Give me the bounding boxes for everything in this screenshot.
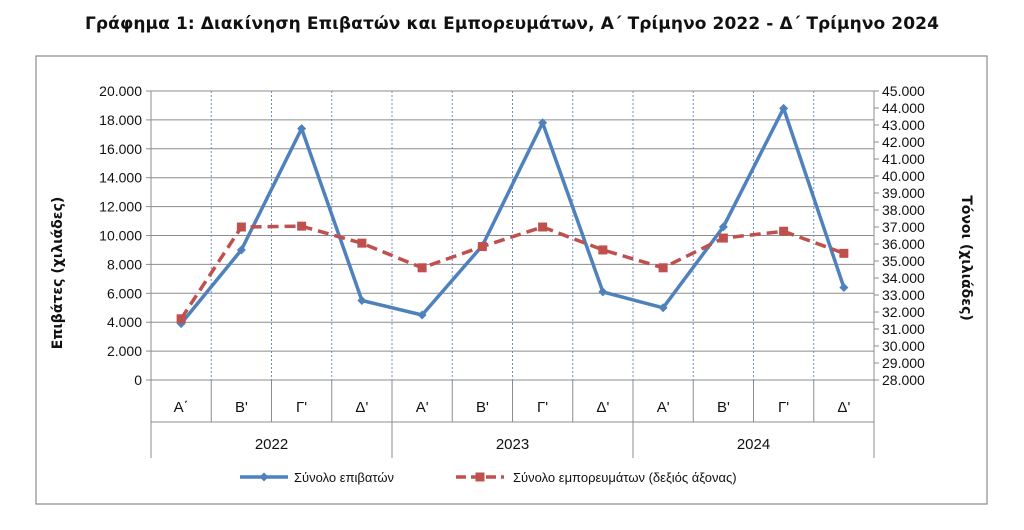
y-left-tick-label: 12.000	[99, 199, 142, 215]
category-label: Α'	[657, 399, 670, 416]
series-marker-2	[598, 245, 608, 255]
year-label: 2022	[255, 436, 288, 453]
year-label: 2024	[737, 436, 770, 453]
legend-swatch-marker	[475, 472, 485, 482]
y-right-tick-label: 42.000	[882, 134, 925, 150]
y-left-tick-label: 10.000	[99, 228, 142, 244]
category-label: Β'	[235, 399, 248, 416]
series-line-1	[179, 106, 846, 325]
y-left-tick-label: 0	[134, 372, 142, 388]
legend-swatch-marker	[259, 472, 269, 482]
y-left-tick-label: 20.000	[99, 83, 142, 99]
y-axis-right-title: Τόνοι (χιλιάδες)	[958, 195, 974, 321]
y-right-tick-label: 29.000	[882, 355, 925, 371]
y-right-tick-label: 39.000	[882, 185, 925, 201]
series-marker-1	[357, 296, 367, 306]
category-label: Α΄	[174, 399, 189, 416]
series-marker-2	[839, 248, 849, 258]
series-marker-1	[779, 103, 789, 113]
series-marker-1	[297, 124, 307, 134]
series-marker-2	[779, 226, 789, 236]
series-line-2	[179, 224, 845, 320]
y-axis-right-ticks: 28.00029.00030.00031.00032.00033.00034.0…	[874, 83, 925, 388]
y-right-tick-label: 37.000	[882, 219, 925, 235]
series-marker-2	[297, 221, 307, 231]
y-right-tick-label: 45.000	[882, 83, 925, 99]
category-axis: Α΄ Β' Γ' Δ' Α' Β' Γ' Δ' Α' Β' Γ' Δ' 2022 2023 2024	[150, 380, 875, 458]
y-right-tick-label: 36.000	[882, 236, 925, 252]
y-right-tick-label: 33.000	[882, 287, 925, 303]
y-right-tick-label: 35.000	[882, 253, 925, 269]
category-label: Γ'	[778, 399, 789, 416]
legend-label: Σύνολο επιβατών	[294, 470, 394, 485]
series-marker-2	[658, 263, 668, 273]
y-axis-left-title: Επιβάτες (χιλιάδες)	[50, 197, 66, 350]
series-marker-2	[357, 238, 367, 248]
series-marker-2	[236, 222, 246, 232]
series-marker-2	[538, 222, 548, 232]
y-right-tick-label: 44.000	[882, 100, 925, 116]
y-right-tick-label: 28.000	[882, 372, 925, 388]
y-right-tick-label: 40.000	[882, 168, 925, 184]
series-marker-1	[417, 310, 427, 320]
legend: Σύνολο επιβατών Σύνολο εμπορευμάτων (δεξι…	[240, 470, 737, 485]
y-left-tick-label: 18.000	[99, 112, 142, 128]
category-label: Δ'	[837, 399, 850, 416]
category-label: Β'	[476, 399, 489, 416]
y-right-tick-label: 32.000	[882, 304, 925, 320]
series-marker-1	[839, 283, 849, 293]
series-marker-1	[658, 303, 668, 313]
y-right-tick-label: 43.000	[882, 117, 925, 133]
y-right-tick-label: 41.000	[882, 151, 925, 167]
series-lines	[176, 103, 849, 329]
category-label: Γ'	[537, 399, 548, 416]
category-label: Γ'	[296, 399, 307, 416]
series-marker-2	[417, 263, 427, 273]
series-marker-1	[598, 287, 608, 297]
series-marker-1	[236, 245, 246, 255]
category-label: Α'	[416, 399, 429, 416]
series-marker-2	[477, 242, 487, 252]
chart-title: Γράφημα 1: Διακίνηση Επιβατών και Εμπορε…	[84, 14, 940, 34]
chart-border	[35, 55, 988, 505]
category-label: Δ'	[596, 399, 609, 416]
category-label: Δ'	[355, 399, 368, 416]
y-axis-left-ticks: 0 2.000 4.000 6.000 8.000 10.000 12.000 14.000 1…	[99, 83, 151, 388]
y-left-tick-label: 4.000	[107, 314, 142, 330]
y-right-tick-label: 30.000	[882, 338, 925, 354]
y-left-tick-label: 8.000	[107, 256, 142, 272]
series-marker-1	[538, 118, 548, 128]
series-marker-2	[176, 314, 186, 324]
y-right-tick-label: 38.000	[882, 202, 925, 218]
y-left-tick-label: 14.000	[99, 170, 142, 186]
y-right-tick-label: 34.000	[882, 270, 925, 286]
legend-label: Σύνολο εμπορευμάτων (δεξιός άξονας)	[513, 470, 737, 485]
category-separators	[210, 91, 815, 380]
category-label: Β'	[717, 399, 730, 416]
series-marker-2	[718, 233, 728, 243]
year-label: 2023	[496, 436, 529, 453]
series-marker-1	[718, 222, 728, 232]
y-left-tick-label: 16.000	[99, 141, 142, 157]
y-left-tick-label: 2.000	[107, 343, 142, 359]
y-left-tick-label: 6.000	[107, 285, 142, 301]
y-right-tick-label: 31.000	[882, 321, 925, 337]
